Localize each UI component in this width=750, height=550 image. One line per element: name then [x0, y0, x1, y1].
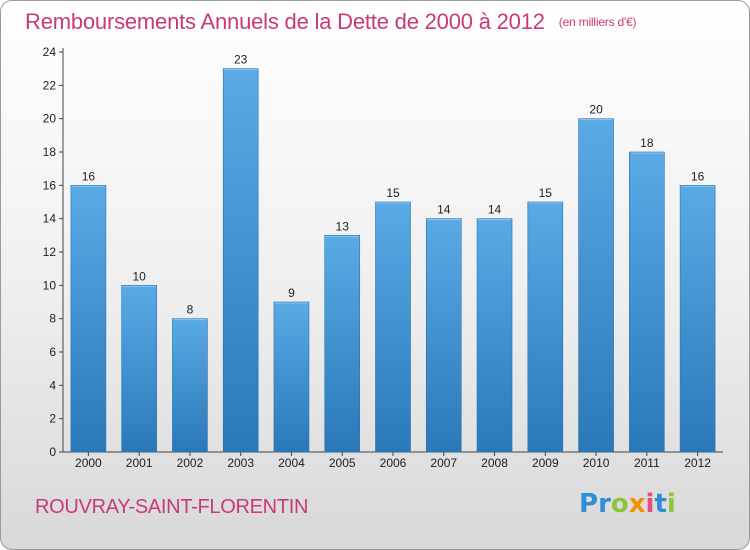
y-tick-label: 24 — [43, 45, 57, 59]
bar-2012 — [679, 185, 716, 453]
chart-title: Remboursements Annuels de la Dette de 20… — [25, 9, 545, 34]
x-tick-label-2001: 2001 — [126, 456, 153, 470]
logo-letter: P — [579, 489, 599, 519]
y-tick-label: 16 — [43, 178, 57, 192]
chart-title-block: Remboursements Annuels de la Dette de 20… — [25, 9, 637, 35]
chart-subtitle: (en milliers d'€) — [558, 15, 637, 29]
data-label-2012: 16 — [691, 169, 705, 183]
x-tick-label-2005: 2005 — [329, 456, 356, 470]
y-tick-label: 0 — [49, 445, 56, 459]
logo-letter: o — [610, 489, 629, 519]
x-tick-label-2008: 2008 — [481, 456, 508, 470]
logo-letter: i — [666, 489, 676, 519]
bar-2003 — [222, 68, 259, 453]
x-tick-label-2009: 2009 — [532, 456, 559, 470]
y-tick-label: 2 — [49, 412, 56, 426]
x-tick-label-2003: 2003 — [227, 456, 254, 470]
y-tick-label: 12 — [43, 245, 57, 259]
bar-2001 — [121, 285, 157, 453]
y-tick-label: 10 — [43, 278, 57, 292]
x-tick-label-2004: 2004 — [278, 456, 305, 470]
bar-2008 — [476, 218, 513, 453]
data-label-2006: 15 — [386, 186, 400, 200]
chart-bars — [70, 68, 716, 453]
y-tick-label: 6 — [49, 345, 56, 359]
data-label-2002: 8 — [187, 303, 194, 317]
y-tick-label: 20 — [43, 112, 57, 126]
data-label-2005: 13 — [336, 219, 350, 233]
data-label-2010: 20 — [589, 103, 603, 117]
x-tick-label-2010: 2010 — [583, 456, 610, 470]
bar-2009 — [527, 201, 564, 453]
y-tick-label: 18 — [43, 145, 57, 159]
data-label-2009: 15 — [539, 186, 553, 200]
y-tick-label: 14 — [43, 212, 57, 226]
data-label-2003: 23 — [234, 53, 248, 67]
chart-labels: 2000 16 2001 10 2002 8 2003 23 2004 9 2005 13 2006 15… — [75, 53, 711, 470]
data-label-2004: 9 — [288, 286, 295, 300]
y-tick-label: 22 — [43, 78, 57, 92]
bar-2011 — [629, 151, 665, 453]
bar-2010 — [578, 118, 614, 453]
y-tick-label: 4 — [49, 378, 56, 392]
bar-2004 — [273, 301, 310, 453]
bar-2005 — [324, 235, 361, 453]
x-tick-label-2012: 2012 — [684, 456, 711, 470]
commune-name: ROUVRAY-SAINT-FLORENTIN — [35, 496, 309, 518]
bar-2007 — [425, 218, 462, 453]
data-label-2008: 14 — [488, 203, 502, 217]
x-tick-label-2006: 2006 — [380, 456, 407, 470]
x-tick-label-2011: 2011 — [634, 456, 660, 470]
logo-letter: r — [598, 489, 611, 519]
proxiti-logo: Proxiti — [579, 489, 676, 519]
y-tick-label: 8 — [49, 312, 56, 326]
x-tick-label-2002: 2002 — [177, 456, 204, 470]
bar-2006 — [375, 201, 411, 453]
logo-letter: i — [645, 489, 655, 519]
x-tick-label-2000: 2000 — [75, 456, 102, 470]
logo-letter: x — [628, 489, 646, 519]
bar-2000 — [70, 185, 107, 453]
data-label-2011: 18 — [640, 136, 654, 150]
data-label-2000: 16 — [82, 169, 96, 183]
logo-letter: t — [654, 489, 667, 519]
x-tick-label-2007: 2007 — [430, 456, 457, 470]
bar-2002 — [172, 318, 208, 453]
data-label-2007: 14 — [437, 203, 451, 217]
data-label-2001: 10 — [132, 269, 146, 283]
